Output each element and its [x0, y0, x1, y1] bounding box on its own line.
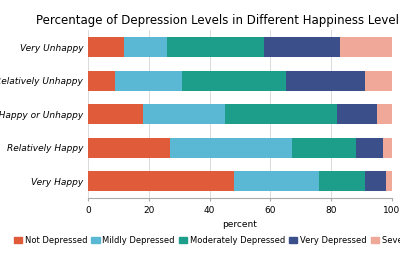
Bar: [365, 171, 386, 192]
Bar: [182, 71, 286, 91]
Bar: [383, 138, 392, 158]
Bar: [365, 71, 392, 91]
Bar: [88, 71, 115, 91]
Bar: [167, 37, 264, 57]
Bar: [143, 104, 225, 124]
Bar: [124, 37, 167, 57]
Legend: Not Depressed, Mildly Depressed, Moderately Depressed, Very Depressed, Severely : Not Depressed, Mildly Depressed, Moderat…: [10, 232, 400, 248]
Bar: [88, 37, 124, 57]
Bar: [88, 171, 234, 192]
Bar: [286, 71, 365, 91]
X-axis label: percent: percent: [222, 220, 258, 229]
Bar: [88, 138, 170, 158]
Bar: [292, 138, 356, 158]
Bar: [337, 104, 377, 124]
Bar: [170, 138, 292, 158]
Bar: [377, 104, 392, 124]
Title: Percentage of Depression Levels in Different Happiness Level Groups: Percentage of Depression Levels in Diffe…: [36, 13, 400, 26]
Bar: [264, 37, 340, 57]
Bar: [319, 171, 365, 192]
Bar: [225, 104, 337, 124]
Bar: [115, 71, 182, 91]
Bar: [386, 171, 392, 192]
Bar: [356, 138, 383, 158]
Bar: [88, 104, 143, 124]
Bar: [340, 37, 392, 57]
Bar: [234, 171, 319, 192]
